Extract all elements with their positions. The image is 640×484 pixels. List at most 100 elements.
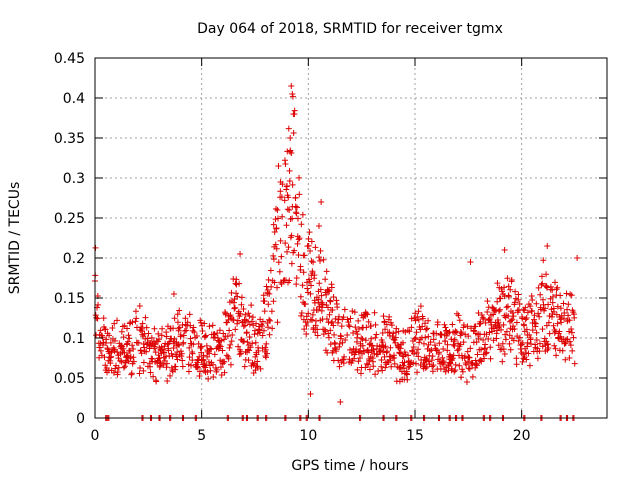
data-point bbox=[233, 290, 240, 297]
data-point bbox=[545, 301, 552, 308]
data-point bbox=[256, 329, 263, 336]
data-point bbox=[125, 338, 132, 345]
data-point bbox=[549, 293, 556, 300]
data-point bbox=[236, 280, 243, 287]
data-point bbox=[486, 329, 493, 336]
data-point bbox=[397, 364, 404, 371]
data-point bbox=[276, 268, 283, 275]
data-point bbox=[556, 328, 563, 335]
data-point bbox=[234, 320, 241, 327]
data-point bbox=[188, 362, 194, 369]
data-point bbox=[538, 281, 545, 288]
data-point bbox=[504, 303, 511, 310]
data-point bbox=[246, 313, 253, 320]
data-point bbox=[340, 314, 347, 321]
data-point bbox=[297, 293, 304, 300]
data-point bbox=[361, 348, 368, 355]
data-point bbox=[152, 341, 159, 348]
data-point bbox=[115, 364, 122, 371]
data-point bbox=[170, 291, 177, 297]
data-point bbox=[285, 244, 292, 251]
data-point bbox=[538, 273, 545, 280]
data-point bbox=[229, 331, 236, 338]
data-point bbox=[205, 358, 212, 365]
data-point bbox=[452, 328, 459, 335]
y-tick-label: 0.3 bbox=[63, 171, 85, 187]
data-point bbox=[213, 366, 220, 373]
data-point bbox=[410, 359, 417, 366]
data-point bbox=[270, 221, 277, 228]
data-point bbox=[305, 242, 312, 249]
data-point bbox=[527, 335, 534, 342]
data-point bbox=[366, 366, 373, 373]
data-point bbox=[126, 320, 133, 327]
data-point bbox=[100, 315, 107, 322]
data-point bbox=[224, 319, 231, 326]
data-point bbox=[444, 341, 451, 348]
data-point bbox=[232, 304, 239, 311]
data-point bbox=[554, 284, 561, 291]
data-point bbox=[490, 311, 497, 318]
data-point bbox=[121, 349, 128, 356]
data-point bbox=[253, 320, 260, 327]
data-point bbox=[554, 303, 561, 310]
data-point bbox=[352, 324, 359, 331]
data-point bbox=[519, 315, 526, 322]
data-point bbox=[216, 342, 223, 349]
data-point bbox=[359, 336, 366, 343]
data-point bbox=[500, 346, 507, 353]
data-point bbox=[332, 315, 339, 322]
data-point bbox=[508, 317, 515, 324]
data-point bbox=[144, 335, 151, 342]
data-point bbox=[523, 326, 530, 333]
data-point bbox=[227, 341, 234, 348]
data-point bbox=[406, 328, 413, 335]
data-point bbox=[340, 360, 347, 367]
data-point bbox=[532, 341, 539, 348]
data-point bbox=[506, 340, 513, 347]
data-point bbox=[200, 357, 207, 364]
data-point bbox=[186, 311, 193, 318]
data-point bbox=[248, 318, 255, 325]
data-point bbox=[323, 315, 330, 322]
data-point bbox=[539, 280, 546, 287]
data-point bbox=[317, 257, 324, 264]
data-point bbox=[355, 325, 362, 332]
data-point bbox=[478, 346, 485, 353]
data-point bbox=[456, 317, 463, 324]
data-point bbox=[258, 321, 265, 328]
data-point bbox=[452, 367, 459, 374]
data-point bbox=[293, 281, 300, 288]
data-point bbox=[178, 350, 185, 357]
data-point bbox=[271, 279, 278, 286]
data-point bbox=[309, 311, 316, 318]
data-point bbox=[140, 359, 147, 366]
data-point bbox=[248, 302, 255, 309]
data-point bbox=[465, 333, 472, 340]
x-axis-label: GPS time / hours bbox=[291, 458, 408, 474]
data-point bbox=[138, 350, 145, 357]
data-point bbox=[346, 356, 353, 363]
data-point bbox=[397, 345, 404, 352]
data-point bbox=[246, 321, 253, 328]
data-point bbox=[200, 352, 207, 359]
data-point bbox=[303, 313, 310, 320]
data-point bbox=[442, 324, 449, 331]
data-point bbox=[487, 355, 494, 362]
data-point bbox=[285, 125, 292, 132]
data-point bbox=[421, 320, 428, 327]
data-point bbox=[204, 353, 211, 360]
data-point bbox=[521, 322, 528, 329]
data-point bbox=[442, 368, 449, 375]
data-point bbox=[94, 315, 101, 322]
data-point bbox=[286, 178, 293, 185]
data-point bbox=[515, 338, 522, 345]
data-point bbox=[562, 356, 569, 363]
data-point bbox=[247, 344, 254, 351]
data-point bbox=[318, 292, 325, 299]
data-point bbox=[458, 374, 465, 381]
data-point bbox=[365, 349, 372, 356]
data-point bbox=[551, 308, 558, 315]
data-point bbox=[264, 350, 271, 357]
data-point bbox=[311, 272, 318, 279]
